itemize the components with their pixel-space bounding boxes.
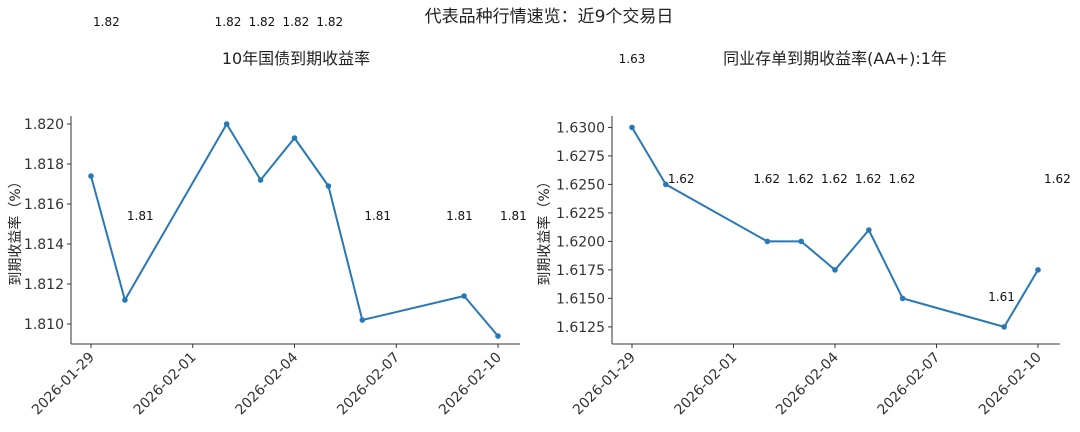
y-tick-label: 1.6225: [556, 206, 605, 222]
data-label: 1.82: [316, 15, 343, 29]
y-tick-label: 1.6150: [556, 291, 605, 307]
data-point: [325, 183, 332, 189]
x-tick-label: 2026-02-07: [334, 350, 403, 419]
data-label: 1.82: [283, 15, 310, 29]
y-tick-label: 1.6175: [556, 263, 605, 279]
x-tick-label: 2026-01-29: [570, 350, 639, 419]
data-point: [832, 267, 838, 273]
y-axis-label: 到期收益率（%）: [7, 174, 24, 285]
chart-title: 10年国债到期收益率: [222, 49, 370, 68]
data-label: 1.62: [668, 172, 695, 186]
y-tick-label: 1.6300: [556, 120, 605, 136]
y-tick-label: 1.812: [24, 277, 64, 293]
data-label: 1.82: [93, 15, 120, 29]
data-point: [764, 238, 771, 245]
data-point: [88, 173, 94, 179]
y-tick-label: 1.810: [24, 317, 64, 333]
y-tick-label: 1.818: [24, 157, 64, 173]
y-axis-label: 到期收益率（%）: [536, 174, 553, 285]
x-tick-label: 2026-01-29: [29, 350, 98, 419]
x-tick-label: 2026-02-04: [773, 349, 842, 418]
data-point: [1035, 267, 1041, 273]
data-point: [122, 297, 128, 303]
y-tick-label: 1.6275: [556, 149, 605, 165]
data-point: [223, 121, 230, 127]
y-tick-label: 1.6250: [556, 177, 605, 193]
data-label: 1.81: [364, 209, 391, 223]
series-line: [631, 126, 1039, 328]
y-tick-label: 1.820: [24, 117, 64, 133]
data-point: [257, 177, 264, 183]
y-tick-label: 1.816: [24, 197, 64, 213]
y-tick-label: 1.6200: [556, 234, 605, 250]
y-tick-label: 1.6125: [556, 320, 605, 336]
chart-panel-1: 10年国债到期收益率 1.810 1.812 1.814 1.816 1.818 1.820…: [7, 15, 527, 418]
data-point: [899, 295, 906, 302]
data-label: 1.82: [249, 15, 276, 29]
data-point: [866, 227, 872, 233]
data-label: 1.81: [446, 209, 473, 223]
data-label: 1.62: [753, 172, 780, 186]
data-label: 1.62: [855, 172, 882, 186]
data-label: 1.61: [988, 290, 1015, 304]
data-label: 1.62: [889, 172, 916, 186]
x-tick-label: 2026-02-10: [436, 350, 505, 419]
data-point: [1001, 324, 1007, 330]
series-line: [90, 123, 499, 337]
x-tick-label: 2026-02-07: [874, 350, 943, 419]
data-point: [291, 135, 298, 141]
data-point: [359, 317, 366, 323]
chart-panel-2: 同业存单到期收益率(AA+):1年 1.6125 1.6150 1.6175 1.620…: [536, 49, 1071, 418]
data-point: [663, 181, 669, 188]
x-tick-label: 2026-02-01: [671, 350, 740, 419]
figure-title: 代表品种行情速览：近9个交易日: [425, 7, 674, 27]
data-label: 1.62: [787, 172, 814, 186]
data-label: 1.63: [619, 52, 646, 66]
chart-title: 同业存单到期收益率(AA+):1年: [723, 49, 947, 68]
x-tick-label: 2026-02-01: [131, 350, 200, 419]
data-point: [629, 124, 635, 131]
data-label: 1.62: [821, 172, 848, 186]
data-label: 1.62: [1044, 172, 1071, 186]
data-point: [798, 238, 804, 245]
data-label: 1.81: [500, 209, 527, 223]
x-tick-label: 2026-02-04: [232, 349, 301, 418]
data-point: [461, 293, 467, 299]
data-point: [495, 333, 501, 339]
y-tick-label: 1.814: [24, 237, 64, 253]
x-tick-label: 2026-02-10: [976, 350, 1045, 419]
data-label: 1.81: [127, 209, 154, 223]
data-label: 1.82: [215, 15, 242, 29]
